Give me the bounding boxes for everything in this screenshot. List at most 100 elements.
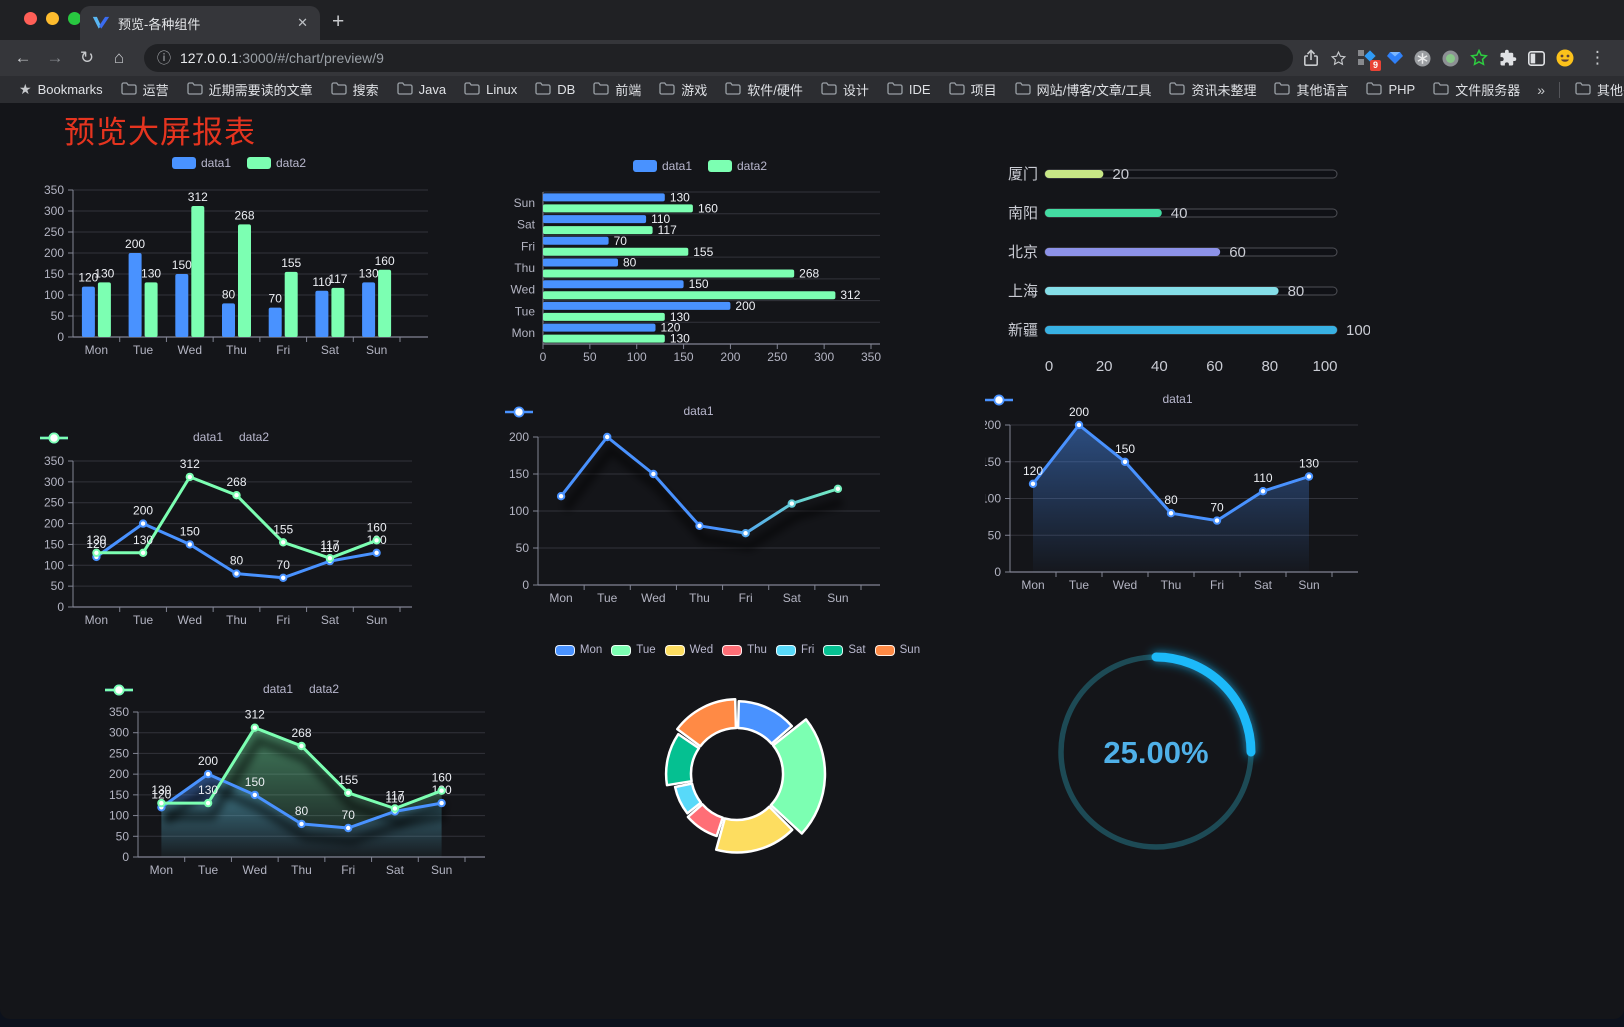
folder-icon (1366, 81, 1383, 98)
svg-text:120: 120 (86, 537, 106, 551)
legend-item-data1[interactable]: data1 (632, 159, 692, 173)
bookmark-folder[interactable]: 网站/博客/文章/工具 (1006, 80, 1161, 100)
svg-text:100: 100 (44, 288, 64, 302)
svg-text:130: 130 (1299, 456, 1319, 470)
svg-text:Fri: Fri (521, 239, 535, 253)
bookmarks-separator (1559, 81, 1561, 98)
bookmark-folder[interactable]: 游戏 (650, 80, 716, 100)
window-minimize-button[interactable] (46, 12, 59, 25)
svg-text:Mon: Mon (150, 863, 173, 877)
legend-item-Thu[interactable]: Thu (722, 644, 767, 656)
window-close-button[interactable] (24, 12, 37, 25)
browser-tab[interactable]: 预览-各种组件 ✕ (80, 6, 320, 40)
legend-item-data1[interactable]: data1 (985, 392, 1193, 406)
bookmark-folder[interactable]: 资讯未整理 (1160, 80, 1265, 100)
bookmark-star-icon[interactable] (1330, 50, 1347, 67)
svg-text:南阳: 南阳 (1008, 205, 1038, 222)
svg-text:上海: 上海 (1008, 283, 1038, 300)
svg-text:150: 150 (109, 788, 129, 802)
legend-item-data1[interactable]: data1 (105, 682, 293, 696)
bookmark-folder[interactable]: 文件服务器 (1424, 80, 1529, 100)
legend-item-Fri[interactable]: Fri (775, 644, 814, 656)
bookmark-folder[interactable]: 搜索 (322, 80, 388, 100)
svg-text:Sat: Sat (321, 343, 340, 357)
ext-green-star-icon[interactable] (1470, 49, 1488, 67)
bookmark-folder[interactable]: 近期需要读的文章 (178, 80, 322, 100)
svg-text:130: 130 (86, 533, 106, 547)
svg-text:150: 150 (245, 775, 265, 789)
svg-text:150: 150 (44, 537, 64, 551)
svg-text:110: 110 (651, 212, 670, 226)
bookmarks-overflow-chevron[interactable]: » (1537, 81, 1546, 98)
ext-puzzle-icon[interactable] (1499, 49, 1517, 67)
other-bookmarks[interactable]: 其他书签 (1566, 80, 1624, 100)
legend-item-data1[interactable]: data1 (171, 156, 231, 170)
legend-item-Sun[interactable]: Sun (874, 644, 920, 656)
svg-text:300: 300 (109, 726, 129, 740)
legend-item-data2[interactable]: data2 (247, 156, 306, 170)
legend-item-data1[interactable]: data1 (40, 430, 223, 444)
svg-text:350: 350 (109, 705, 129, 719)
address-bar[interactable]: ⓘ 127.0.0.1:3000/#/chart/preview/9 (144, 44, 1293, 72)
legend-item-data2[interactable]: data2 (105, 682, 339, 696)
bookmark-folder[interactable]: PHP (1357, 80, 1424, 100)
ext-emoji-icon[interactable] (1556, 49, 1574, 67)
legend-item-data2[interactable]: data2 (40, 430, 269, 444)
svg-text:Thu: Thu (226, 613, 247, 627)
new-tab-button[interactable]: + (332, 10, 345, 33)
ext-gem-icon[interactable] (1387, 51, 1403, 65)
window-zoom-button[interactable] (68, 12, 81, 25)
legend-item-Wed[interactable]: Wed (664, 644, 713, 656)
svg-text:200: 200 (44, 517, 64, 531)
info-icon[interactable]: ⓘ (157, 50, 171, 66)
legend-item-Tue[interactable]: Tue (611, 644, 656, 656)
svg-text:300: 300 (44, 475, 64, 489)
ext-wheel-icon[interactable] (1414, 50, 1431, 67)
ext-sidebar-icon[interactable] (1528, 50, 1545, 66)
bookmark-folder[interactable]: 前端 (584, 80, 650, 100)
svg-text:312: 312 (840, 288, 860, 302)
share-icon[interactable] (1303, 49, 1319, 67)
bookmark-folder[interactable]: 运营 (112, 80, 178, 100)
bookmark-folder[interactable]: IDE (878, 80, 940, 100)
home-icon[interactable]: ⌂ (113, 48, 125, 67)
svg-text:Thu: Thu (514, 261, 535, 275)
menu-icon[interactable]: ⋮ (1589, 48, 1606, 67)
back-icon[interactable]: ← (14, 48, 32, 67)
bookmark-folder[interactable]: Linux (455, 80, 526, 100)
bookmark-folder[interactable]: DB (526, 80, 584, 100)
bar-chart-canvas: 0 50 100 150 200 250 300 350 Mon Tue Wed Thu Fri Sat S… (44, 183, 428, 357)
svg-text:0: 0 (57, 600, 64, 614)
svg-text:80: 80 (623, 256, 637, 270)
grouped-bar-chart: 0 50 100 150 200 250 300 350 Mon Tue Wed Thu Fri Sat S… (40, 148, 438, 366)
legend-item-data1[interactable]: data1 (505, 404, 714, 418)
bookmark-folder[interactable]: 其他语言 (1265, 80, 1357, 100)
line-chart-canvas: 0 50 100 150 200 Mon Tue Wed Thu Fri Sat Sun (509, 430, 880, 605)
forward-icon[interactable]: → (46, 48, 64, 67)
legend-item-Sat[interactable]: Sat (823, 644, 866, 656)
legend-item-data2[interactable]: data2 (708, 159, 767, 173)
bookmark-folder[interactable]: 设计 (812, 80, 878, 100)
svg-text:200: 200 (44, 246, 64, 260)
svg-text:130: 130 (151, 783, 171, 797)
horizontal-bar-chart: 0 50 100 150 200 250 300 350 Sun 130 160 Sat 110 117 F… (505, 152, 895, 370)
svg-text:130: 130 (359, 266, 379, 280)
folder-icon (1575, 81, 1591, 98)
legend-item-Mon[interactable]: Mon (554, 644, 602, 656)
bookmarks-root[interactable]: ★ Bookmarks (10, 80, 112, 100)
folder-icon (464, 81, 480, 98)
folder-icon (821, 81, 837, 98)
svg-text:厦门: 厦门 (1008, 166, 1038, 183)
bookmark-folder[interactable]: Java (388, 80, 455, 100)
tab-close-icon[interactable]: ✕ (297, 15, 308, 30)
ext-proxy-icon[interactable]: 9 (1358, 49, 1381, 71)
bookmark-folder[interactable]: 软件/硬件 (716, 80, 812, 100)
line-chart-canvas: 0 50 100 150 200 250 300 350 Mon Tue Wed Thu Fri Sat S… (44, 454, 412, 627)
svg-text:北京: 北京 (1008, 244, 1038, 261)
svg-text:200: 200 (509, 430, 529, 444)
bookmark-folder[interactable]: 项目 (940, 80, 1006, 100)
svg-text:120: 120 (151, 787, 171, 801)
svg-text:268: 268 (291, 726, 311, 740)
ext-dot-icon[interactable] (1442, 50, 1459, 67)
reload-icon[interactable]: ↻ (79, 48, 95, 67)
